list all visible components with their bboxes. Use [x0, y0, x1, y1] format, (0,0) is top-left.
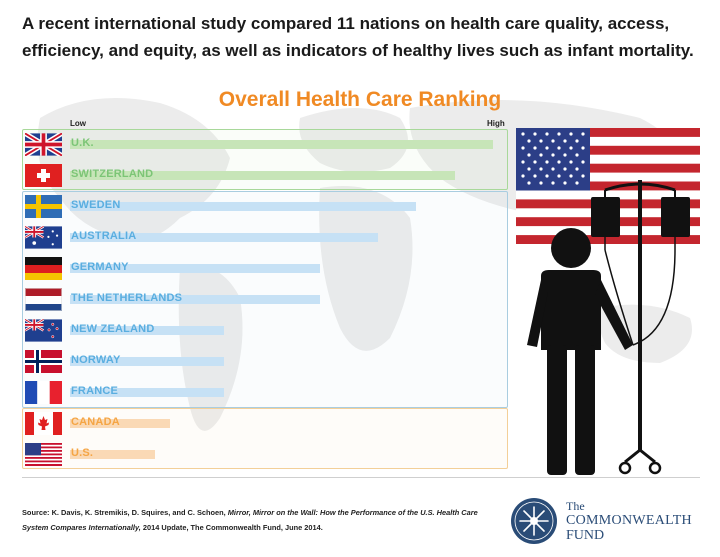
us-flag-icon: [25, 443, 62, 466]
source-suffix: 2014 Update, The Commonwealth Fund, June…: [140, 523, 323, 532]
source-title: Mirror, Mirror on the Wall: How the Perf…: [22, 508, 478, 532]
netherlands-flag-icon: [25, 288, 62, 311]
bar-label: U.S.: [71, 447, 94, 459]
bar-germany: [70, 264, 320, 273]
bar-canada: [70, 419, 170, 428]
bar-label: SWITZERLAND: [71, 168, 154, 180]
bar-u-k: [70, 140, 493, 149]
sweden-flag-icon: [25, 195, 62, 218]
norway-flag-icon: [25, 350, 62, 373]
bar-label: NORWAY: [71, 354, 121, 366]
france-flag-icon: [25, 381, 62, 404]
bar-label: U.K.: [71, 137, 94, 149]
bar-sweden: [70, 202, 417, 211]
bar-label: FRANCE: [71, 385, 119, 397]
axis-low-label: Low: [70, 119, 86, 128]
group-box-top: [22, 129, 508, 190]
bar-label: SWEDEN: [71, 199, 121, 211]
bar-label: NEW ZEALAND: [71, 323, 155, 335]
headline: A recent international study compared 11…: [22, 14, 694, 60]
bar-france: [70, 388, 224, 397]
source-citation: Source: K. Davis, K. Stremikis, D. Squir…: [22, 505, 487, 535]
source-prefix: Source: K. Davis, K. Stremikis, D. Squir…: [22, 508, 228, 517]
uk-flag-icon: [25, 133, 62, 156]
axis-high-label: High: [487, 119, 505, 128]
australia-flag-icon: [25, 226, 62, 249]
bar-u-s: [70, 450, 155, 459]
bar-new-zealand: [70, 326, 224, 335]
footer-divider: [22, 477, 700, 478]
bar-label: THE NETHERLANDS: [71, 292, 183, 304]
bar-the-netherlands: [70, 295, 320, 304]
new-zealand-flag-icon: [25, 319, 62, 342]
logo-text: The COMMONWEALTH FUND: [566, 499, 692, 544]
bar-label: CANADA: [71, 416, 120, 428]
logo-line-1: The: [566, 499, 585, 513]
bar-label: GERMANY: [71, 261, 129, 273]
logo-line-3: FUND: [566, 528, 605, 543]
switzerland-flag-icon: [25, 164, 62, 187]
logo-line-2: COMMONWEALTH: [566, 513, 692, 528]
chart-title: Overall Health Care Ranking: [218, 88, 502, 111]
germany-flag-icon: [25, 257, 62, 280]
bar-label: AUSTRALIA: [71, 230, 137, 242]
patient-iv-illustration: [527, 180, 690, 475]
commonwealth-fund-logo-icon: [511, 498, 557, 544]
bar-switzerland: [70, 171, 455, 180]
bar-norway: [70, 357, 224, 366]
canada-flag-icon: [25, 412, 62, 435]
bar-australia: [70, 233, 378, 242]
